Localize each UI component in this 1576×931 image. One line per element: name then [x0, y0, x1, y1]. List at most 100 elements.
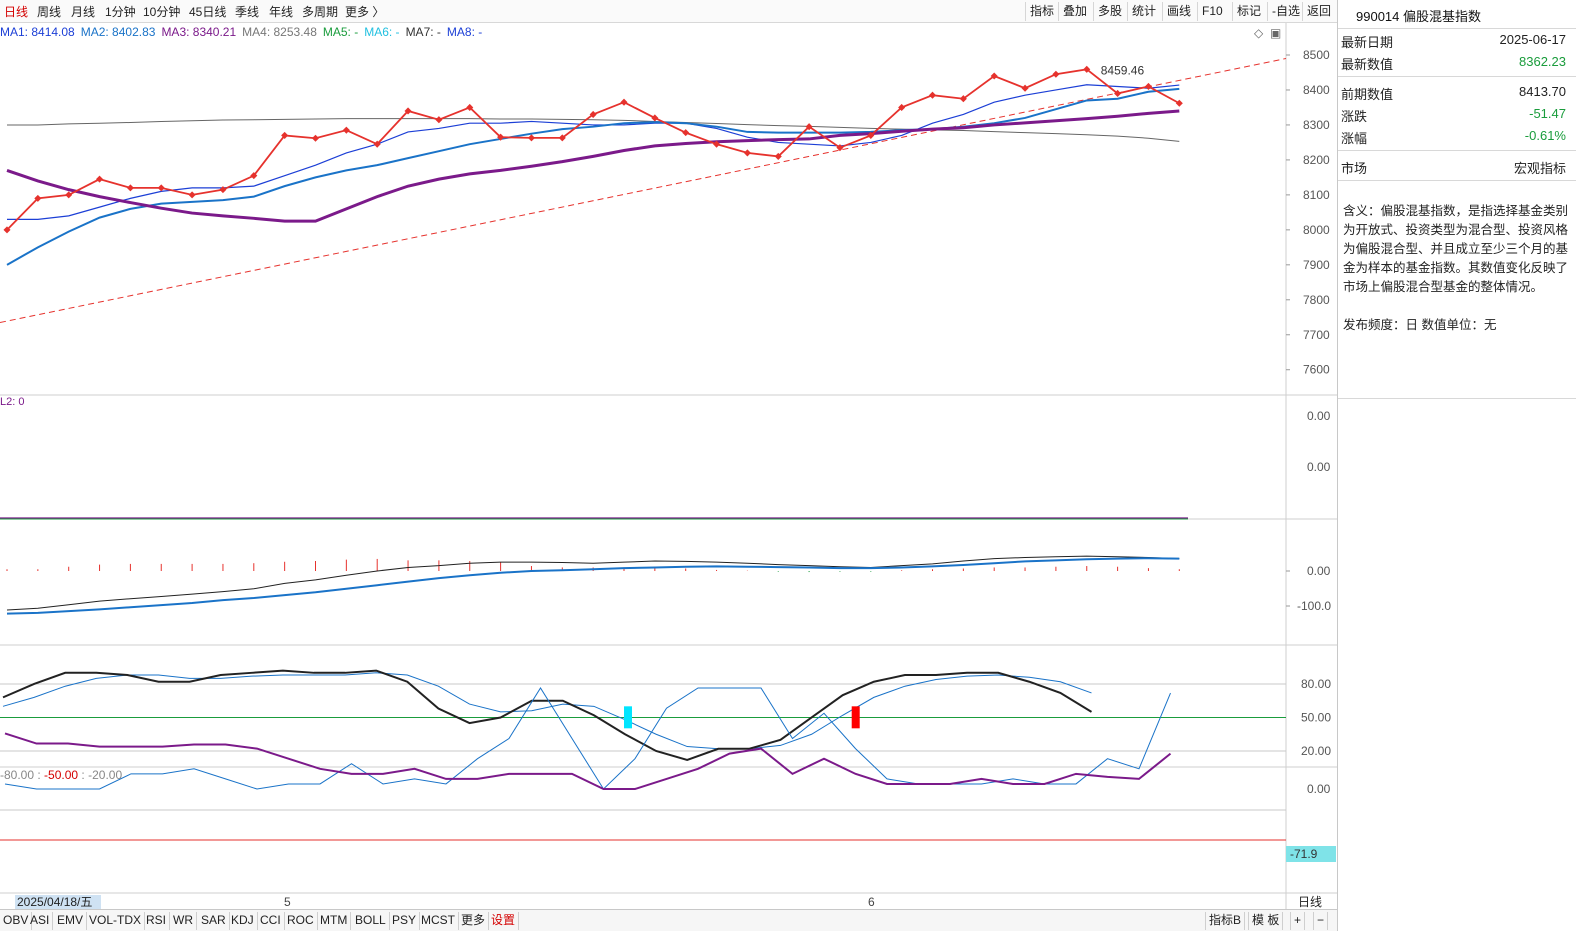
- close-point-0: [3, 226, 11, 234]
- wr2-line: [4, 732, 1172, 790]
- indicator-tab-4[interactable]: RSI: [143, 912, 171, 930]
- indicator-tab-15[interactable]: 设置: [488, 912, 520, 930]
- period-quarter-tab[interactable]: 季线: [235, 5, 260, 19]
- close-line: [6, 68, 1180, 231]
- kdj-buy-marker: [624, 706, 632, 729]
- period-day-tab[interactable]: 日线: [4, 5, 29, 19]
- tool-overlay-button[interactable]: 叠加: [1058, 2, 1091, 21]
- period-1min-tab[interactable]: 1分钟: [105, 5, 136, 19]
- ma8-value: MA8: -: [446, 25, 483, 39]
- top-toolbar: 日线 周线 月线 1分钟 10分钟 45日线 季线 年线 多周期 更多 〉 指标…: [0, 0, 1337, 23]
- tool-stats-button[interactable]: 统计: [1127, 2, 1160, 21]
- divider: [1338, 76, 1576, 77]
- info-row-market: 市场 宏观指标: [1341, 156, 1566, 176]
- indicator-tab-11[interactable]: BOLL: [352, 912, 390, 930]
- period-45day-tab[interactable]: 45日线: [189, 5, 227, 19]
- info-key: 涨跌: [1341, 109, 1368, 124]
- info-value: -0.61%: [1524, 128, 1566, 143]
- price-tick-label: 8300: [1303, 118, 1330, 132]
- info-value: 8413.70: [1519, 84, 1566, 99]
- price-tick-label: 7700: [1303, 328, 1330, 342]
- close-point-25: [774, 152, 782, 160]
- wr-label-b: -50.00: [44, 768, 79, 782]
- diamond-icon: ◇: [1254, 26, 1264, 40]
- period-year-tab[interactable]: 年线: [269, 5, 294, 19]
- close-point-16: [497, 133, 505, 141]
- tool-multi-stock-button[interactable]: 多股: [1093, 2, 1126, 21]
- indicator-tab-8[interactable]: CCI: [257, 912, 285, 930]
- chart-area[interactable]: 8500 8400 8300 8200 8100 8000 7900 7800 7700 7600…: [0, 23, 1337, 909]
- period-label: 日线: [1298, 895, 1322, 909]
- price-tick-label: 7800: [1303, 293, 1330, 307]
- date-highlight: [15, 895, 101, 909]
- info-key: 最新数值: [1341, 57, 1394, 72]
- ma3-line: [6, 109, 1180, 223]
- info-value: -51.47: [1529, 106, 1566, 121]
- indicator-tab-9[interactable]: ROC: [284, 912, 318, 930]
- indicator-tab-7[interactable]: KDJ: [228, 912, 258, 930]
- price-tick-label: 7600: [1303, 363, 1330, 377]
- tool-draw-button[interactable]: 画线: [1162, 2, 1195, 21]
- close-point-24: [743, 149, 751, 157]
- divider: [1338, 398, 1576, 399]
- indicator-tab-6[interactable]: SAR: [198, 912, 230, 930]
- window-icon: ▣: [1270, 26, 1281, 40]
- indicator-tab-3[interactable]: VOL-TDX: [86, 912, 146, 930]
- indicator-tab-12[interactable]: PSY: [389, 912, 421, 930]
- period-multi-tab[interactable]: 多周期: [302, 5, 339, 19]
- indicator-tab-14[interactable]: 更多: [458, 912, 490, 930]
- info-key: 前期数值: [1341, 87, 1394, 102]
- kdj-tick-label: 20.00: [1301, 744, 1331, 758]
- close-point-2: [65, 191, 73, 199]
- wr-label: -80.00 : -50.00 : -20.00: [0, 768, 123, 782]
- close-point-1: [34, 194, 42, 202]
- close-point-23: [713, 140, 721, 148]
- close-point-6: [188, 191, 196, 199]
- bottom-right-button-1[interactable]: 模 板: [1248, 912, 1284, 930]
- period-10min-tab[interactable]: 10分钟: [143, 5, 181, 19]
- close-point-37: [1144, 82, 1152, 91]
- indicator-tab-13[interactable]: MCST: [418, 912, 459, 930]
- ma6-value: MA6: -: [364, 25, 400, 39]
- close-point-3: [96, 175, 104, 183]
- indicator-tab-1[interactable]: ASI: [27, 912, 54, 930]
- close-point-32: [990, 72, 998, 80]
- close-point-19: [589, 110, 597, 118]
- indicator-tab-2[interactable]: EMV: [54, 912, 88, 930]
- tool-f10-button[interactable]: F10: [1197, 2, 1227, 21]
- ma4-value: MA4: 8253.48: [242, 25, 317, 39]
- period-month-tab[interactable]: 月线: [71, 5, 96, 19]
- tool-back-button[interactable]: 返回: [1302, 2, 1335, 21]
- wr-current-value: -71.9: [1290, 847, 1318, 861]
- macd-dea-line: [6, 557, 1180, 615]
- l2-tick-label: 0.00: [1307, 460, 1331, 474]
- period-more-tab[interactable]: 更多 〉: [345, 5, 385, 19]
- trendline: [0, 58, 1287, 324]
- wr-tick-label: 0.00: [1307, 782, 1331, 796]
- close-point-10: [311, 134, 320, 142]
- bottom-right-button-3[interactable]: −: [1313, 912, 1329, 930]
- bottom-right-button-2[interactable]: +: [1290, 912, 1306, 930]
- divider: [1338, 28, 1576, 29]
- tool-mark-button[interactable]: 标记: [1232, 2, 1265, 21]
- close-point-15: [466, 103, 474, 111]
- indicator-tab-5[interactable]: WR: [170, 912, 197, 930]
- info-key: 市场: [1341, 161, 1368, 176]
- info-row-date: 最新日期 2025-06-17: [1341, 30, 1566, 50]
- close-point-31: [959, 95, 967, 103]
- indicator-tab-0[interactable]: OBV: [0, 912, 33, 930]
- indicator-tab-10[interactable]: MTM: [317, 912, 352, 930]
- bottom-right-button-0[interactable]: 指标B: [1205, 912, 1246, 930]
- close-point-8: [250, 172, 258, 180]
- close-point-22: [682, 129, 690, 137]
- price-tick-label: 8400: [1303, 83, 1330, 97]
- kdj-k-line: [2, 669, 1093, 761]
- period-week-tab[interactable]: 周线: [37, 5, 62, 19]
- tool-indicator-button[interactable]: 指标: [1025, 2, 1058, 21]
- close-point-14: [435, 116, 443, 124]
- tool-watchlist-button[interactable]: -自选: [1267, 2, 1304, 21]
- ma5-value: MA5: -: [322, 25, 359, 39]
- ma1-line: [7, 84, 1180, 220]
- close-point-30: [928, 91, 937, 99]
- index-title: 990014 偏股混基指数: [1356, 9, 1481, 24]
